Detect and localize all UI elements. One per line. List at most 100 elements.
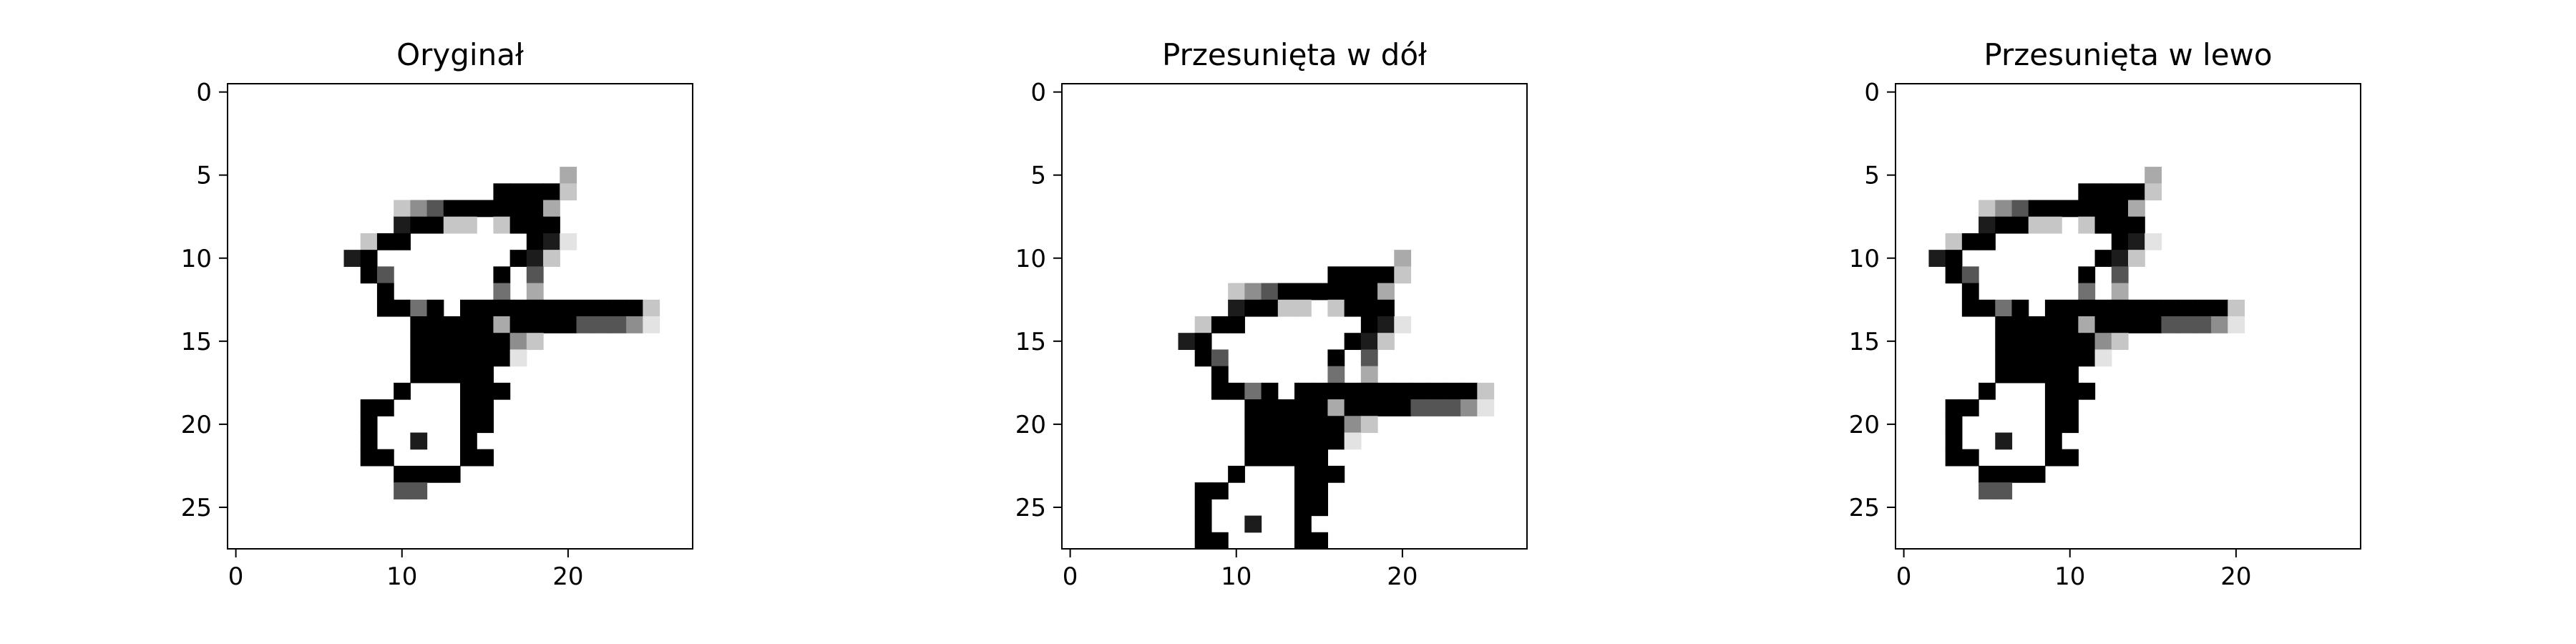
- image-pixel: [410, 482, 428, 499]
- image-pixel: [1443, 382, 1461, 400]
- image-pixel: [2094, 216, 2112, 234]
- image-pixel: [493, 382, 511, 400]
- x-axis-ticks: 0 10 20: [228, 549, 584, 591]
- image-pixel: [1410, 382, 1428, 400]
- image-pixel: [1244, 416, 1262, 434]
- x-tick-label: 0: [228, 562, 244, 591]
- image-pixel: [2028, 216, 2046, 234]
- image-pixel: [1945, 449, 1963, 467]
- image-pixel: [1244, 449, 1262, 467]
- x-tick-label: 10: [2054, 562, 2085, 591]
- image-pixel: [426, 200, 444, 218]
- image-pixel: [526, 250, 544, 267]
- image-pixel: [1961, 266, 1979, 284]
- y-tick-label: 10: [1849, 245, 1880, 273]
- image-pixel: [493, 333, 511, 351]
- image-pixel: [1277, 283, 1295, 301]
- image-pixel: [1294, 499, 1312, 517]
- image-pixel: [592, 316, 610, 333]
- image-pixel: [2011, 333, 2029, 351]
- image-pixel: [1360, 266, 1378, 284]
- image-pixel: [1294, 283, 1312, 301]
- image-pixel: [394, 382, 411, 400]
- image-pixel: [1294, 482, 1312, 499]
- image-pixel: [460, 449, 477, 467]
- image-pixel: [1211, 482, 1229, 499]
- image-pixel: [1211, 366, 1229, 384]
- image-pixel: [1394, 250, 1412, 267]
- image-pixel: [2062, 399, 2079, 416]
- image-pixel: [460, 349, 477, 367]
- image-pixel: [493, 283, 511, 301]
- image-pixel: [1277, 432, 1295, 450]
- image-pixel: [560, 299, 577, 317]
- image-pixel: [1360, 349, 1378, 367]
- image-pixel: [1360, 316, 1378, 333]
- image-pixel: [493, 299, 511, 317]
- image-pixel: [1460, 382, 1478, 400]
- image-pixel: [443, 349, 461, 367]
- image-pixel: [1410, 399, 1428, 416]
- image-pixel: [394, 465, 411, 483]
- image-pixel: [1327, 382, 1345, 400]
- image-pixel: [2094, 250, 2112, 267]
- image-pixel: [1995, 316, 2013, 333]
- image-pixel: [1961, 233, 1979, 250]
- image-pixel: [2078, 266, 2096, 284]
- image-pixel: [443, 465, 461, 483]
- image-pixel: [1327, 432, 1345, 450]
- panel-shifted-down: 0 10 20 0 5 10 15 20 25 Przesunięta w dół: [1015, 37, 1528, 591]
- image-pixel: [1979, 216, 1996, 234]
- image-pixel: [2062, 299, 2079, 317]
- image-pixel: [477, 366, 494, 384]
- image-pixel: [1327, 366, 1345, 384]
- image-pixel: [426, 366, 444, 384]
- image-pixel: [526, 283, 544, 301]
- image-pixel: [1244, 382, 1262, 400]
- image-pixel: [2094, 299, 2112, 317]
- image-pixel: [509, 316, 527, 333]
- image-pixel: [526, 200, 544, 218]
- image-pixel: [1995, 299, 2013, 317]
- image-pixel: [1360, 366, 1378, 384]
- image-pixel: [1344, 432, 1362, 450]
- image-pixel: [360, 399, 378, 416]
- image-pixel: [477, 416, 494, 434]
- image-pixel: [526, 183, 544, 201]
- image-pixel: [1344, 333, 1362, 351]
- image-pixel: [1477, 399, 1495, 416]
- image-pixel: [1327, 283, 1345, 301]
- image-pixel: [1995, 432, 2013, 450]
- image-pixel: [1311, 532, 1329, 550]
- image-pixel: [2062, 449, 2079, 467]
- image-pixel: [2078, 316, 2096, 333]
- panel-title: Przesunięta w dół: [1162, 37, 1427, 72]
- image-pixel: [560, 167, 577, 184]
- y-tick-label: 15: [181, 328, 212, 356]
- image-pixel: [576, 316, 594, 333]
- image-pixel: [460, 416, 477, 434]
- y-tick-label: 20: [181, 411, 212, 439]
- image-pixel: [1327, 416, 1345, 434]
- image-pixel: [1344, 416, 1362, 434]
- image-pixel: [1211, 316, 1229, 333]
- image-pixel: [509, 333, 527, 351]
- y-tick-label: 5: [1864, 162, 1880, 190]
- image-pixel: [2078, 299, 2096, 317]
- image-pixel: [2194, 299, 2212, 317]
- y-tick-label: 0: [1030, 79, 1046, 107]
- image-pixel: [1194, 316, 1212, 333]
- image-pixel: [2062, 333, 2079, 351]
- image-pixel: [460, 366, 477, 384]
- x-tick-label: 10: [1221, 562, 1252, 591]
- image-pixel: [360, 449, 378, 467]
- image-pixel: [1377, 266, 1395, 284]
- image-pixel: [2011, 366, 2029, 384]
- image-pixel: [1344, 283, 1362, 301]
- image-pixel: [509, 349, 527, 367]
- image-pixel: [2011, 465, 2029, 483]
- image-pixel: [626, 299, 643, 317]
- image-pixel: [2028, 366, 2046, 384]
- axes-frame: [227, 83, 693, 550]
- image-pixel: [1311, 432, 1329, 450]
